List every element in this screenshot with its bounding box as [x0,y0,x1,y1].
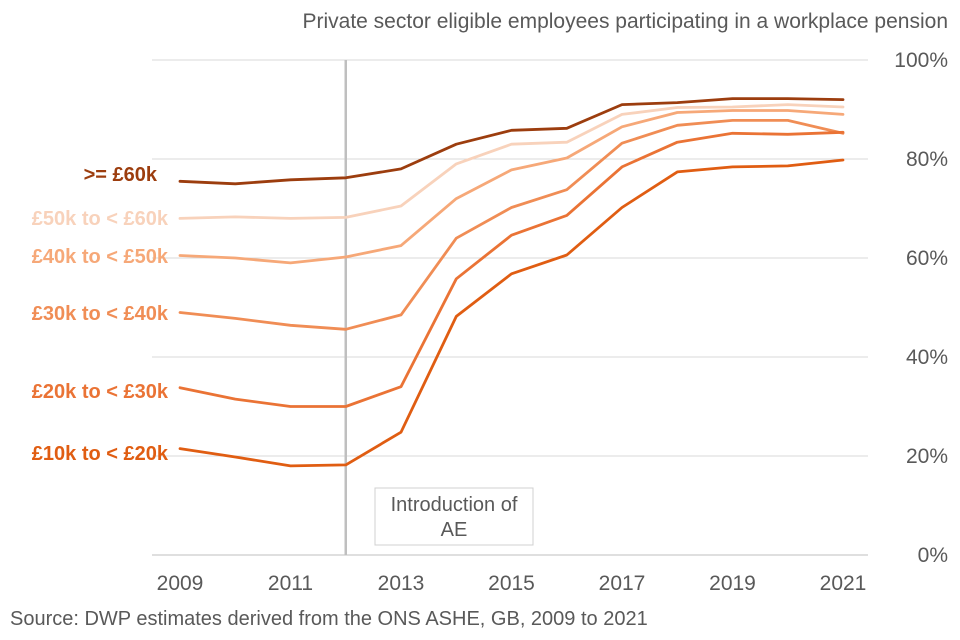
series-label: £10k to < £20k [32,443,169,465]
series-label: £40k to < £50k [32,246,169,268]
x-tick-label: 2015 [488,572,535,595]
x-tick-label: 2019 [709,572,756,595]
y-tick-label: 60% [906,247,948,270]
series-line [178,130,845,408]
series-labels: >= £60k £50k to < £60k £40k to < £50k £30k … [32,164,169,465]
series-line [178,109,845,265]
series-label: £50k to < £60k [32,208,169,230]
y-tick-label: 20% [906,445,948,468]
series-line [178,158,845,468]
x-tick-label: 2021 [820,572,867,595]
series-line [178,97,845,186]
y-tick-label: 40% [906,346,948,369]
y-tick-label: 0% [918,544,948,567]
y-axis-labels: 0% 20% 40% 60% 80% 100% [894,49,948,567]
series-line [178,119,845,331]
x-axis-labels: 2009 2011 2013 2015 2017 2019 2021 [157,572,867,595]
source-note: Source: DWP estimates derived from the O… [10,608,648,630]
x-tick-label: 2009 [157,572,204,595]
series-line [178,103,845,220]
series-label: £30k to < £40k [32,303,169,325]
annotation-text: Introduction of [391,494,518,516]
x-tick-label: 2013 [378,572,425,595]
series-label: £20k to < £30k [32,381,169,403]
series-lines [178,97,845,468]
gridlines [152,59,868,556]
y-tick-label: 80% [906,148,948,171]
y-tick-label: 100% [894,49,948,72]
annotation-text: AE [441,519,468,541]
annotation-box [374,487,534,546]
x-tick-label: 2011 [268,572,313,595]
chart-title: Private sector eligible employees partic… [302,10,948,33]
x-tick-label: 2017 [599,572,646,595]
annotation: Introduction of AE [344,60,534,555]
series-label: >= £60k [84,164,158,186]
